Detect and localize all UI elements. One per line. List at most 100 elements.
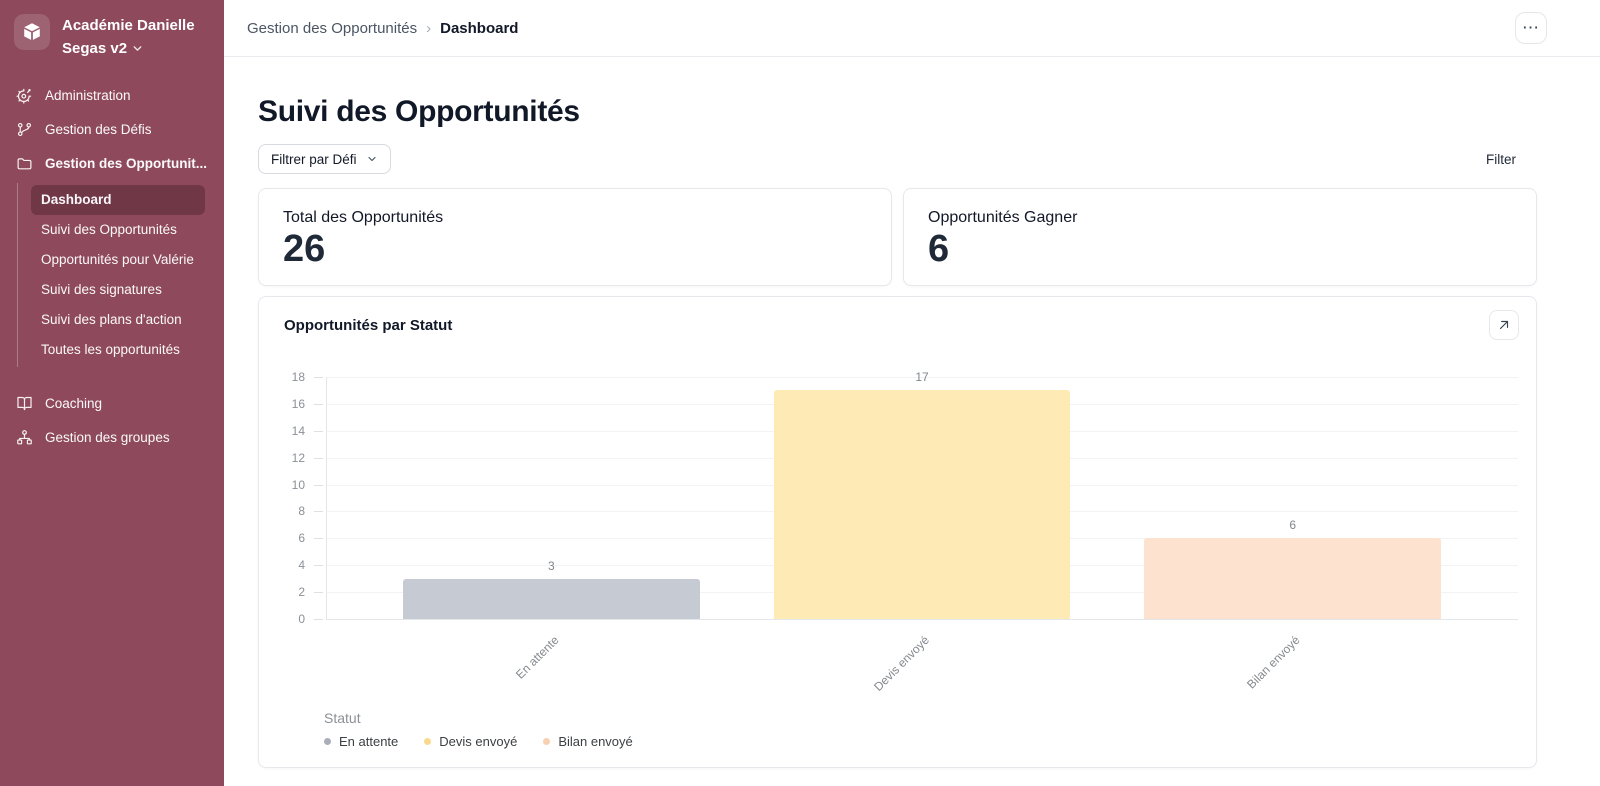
workspace-name-text: Académie Danielle Segas v2 [62,17,195,58]
workspace-name: Académie Danielle Segas v2 [62,14,208,61]
legend-item-label: Bilan envoyé [558,734,633,749]
y-axis-line [326,377,327,619]
sidebar-item-label: Gestion des groupes [45,430,170,445]
sidebar-nav: Administration Gestion des Défis Gestion… [0,79,224,455]
chevron-down-icon [367,156,376,162]
sidebar-subitem-suivi-des-opportunites[interactable]: Suivi des Opportunités [41,221,177,237]
sidebar-subitem-opportunites-pour-valerie[interactable]: Opportunités pour Valérie [41,251,194,267]
app-logo [14,14,50,50]
x-axis-label: Bilan envoyé [1244,633,1303,692]
workspace-switcher[interactable]: Académie Danielle Segas v2 [0,0,224,71]
filter-by-defi-dropdown[interactable]: Filtrer par Défi [258,144,391,174]
bar-value-label: 3 [547,558,555,573]
y-axis-tick [314,565,323,567]
sidebar-item-gestion-des-opportunites[interactable]: Gestion des Opportunit... [0,147,224,181]
sidebar-subitem-suivi-des-signatures[interactable]: Suivi des signatures [41,281,162,297]
sidebar-item-label: Gestion des Défis [45,122,152,137]
sidebar-subitem-suivi-des-plans-daction[interactable]: Suivi des plans d'action [41,311,182,327]
sidebar-item-label: Administration [45,88,131,103]
y-axis-label: 0 [298,612,305,626]
sidebar-item-gestion-des-defis[interactable]: Gestion des Défis [0,113,224,147]
bar-value-label: 6 [1289,518,1296,533]
legend-item-label: Devis envoyé [439,734,518,749]
chart-title: Opportunités par Statut [284,316,453,334]
y-axis-tick [314,377,323,378]
chart-header: Opportunités par Statut [259,297,1536,353]
y-axis-tick [314,430,323,432]
bar-value-label: 17 [915,370,929,385]
chart-legend-items: En attente Devis envoyé Bilan envoyé [324,734,1536,749]
legend-dot-icon [424,738,432,745]
y-axis-tick [314,403,323,405]
bar-En attente[interactable] [403,578,700,619]
box-icon [24,23,40,40]
sidebar-subitem-dashboard[interactable]: Dashboard [31,184,205,215]
legend-item-label: En attente [339,734,399,749]
legend-dot-icon [324,738,331,745]
y-axis-label: 4 [298,558,305,573]
main-area: Gestion des Opportunités › Dashboard ⋯ S… [224,0,1600,786]
breadcrumb: Gestion des Opportunités › Dashboard [247,20,518,37]
y-axis-tick [314,619,323,620]
bar-Devis envoyé[interactable] [773,390,1071,619]
branch-icon [16,121,33,138]
page-content: Suivi des Opportunités Filtrer par Défi … [224,57,1600,768]
sidebar-item-label: Gestion des Opportunit... [45,156,207,171]
y-axis-tick [314,457,323,459]
stat-value: 6 [928,228,950,270]
topbar: Gestion des Opportunités › Dashboard ⋯ [224,0,1600,57]
breadcrumb-separator-icon: › [426,19,432,37]
sidebar-item-gestion-des-groupes[interactable]: Gestion des groupes [0,421,224,455]
sidebar-item-label: Coaching [45,396,103,411]
filter-label: Filter [1486,151,1516,167]
bar-Bilan envoyé[interactable] [1144,538,1441,619]
book-icon [16,395,33,412]
y-axis-label: 14 [291,423,305,438]
chevron-down-icon [133,46,142,52]
x-axis-label: Devis envoyé [871,633,932,694]
arrow-up-right-icon [1499,320,1509,330]
sidebar: Académie Danielle Segas v2 Administratio… [0,0,224,786]
stat-label: Total des Opportunités [283,209,444,226]
legend-item-En attente[interactable]: En attente [324,734,398,749]
filter-row: Filtrer par Défi Filter [258,144,1537,174]
breadcrumb-gestion-des-opportunites[interactable]: Gestion des Opportunités [247,19,418,37]
expand-chart-button[interactable] [1489,310,1519,340]
stat-value: 26 [283,228,326,270]
chart-legend: Statut En attente Devis envoyé Bilan envoy… [259,710,1536,749]
y-axis-label: 2 [298,585,305,600]
y-axis-label: 16 [291,396,305,411]
chart-canvas: 18 16 14 12 10 8 6 4 2 0 3 En attente 17 Devis envoyé… [259,353,1536,704]
sidebar-item-coaching[interactable]: Coaching [0,387,224,421]
stat-card-opportunites-gagner: Opportunités Gagner 6 [903,188,1537,286]
y-axis-label: 6 [298,531,305,546]
filter-by-defi-label: Filtrer par Défi [271,151,357,167]
chart-card: Opportunités par Statut 18 16 14 12 10 8 6 4 2 0 3… [258,296,1537,768]
breadcrumb-dashboard: Dashboard [440,19,519,37]
y-axis-tick [314,484,323,486]
gear-icon [16,87,33,104]
more-options-button[interactable]: ⋯ [1515,12,1547,44]
gridline [326,619,1518,620]
sidebar-item-administration[interactable]: Administration [0,79,224,113]
legend-item-Devis envoyé[interactable]: Devis envoyé [424,734,517,749]
stat-label: Opportunités Gagner [928,209,1078,226]
legend-dot-icon [543,738,551,745]
y-axis-label: 12 [291,450,305,465]
y-axis-label: 10 [291,477,305,492]
sidebar-subnav: Dashboard Suivi des Opportunités Opportu… [17,182,224,367]
chart-legend-title: Statut [324,710,361,726]
folder-icon [16,155,33,172]
org-icon [16,429,33,446]
sidebar-subitem-toutes-les-opportunites[interactable]: Toutes les opportunités [41,341,180,357]
y-axis-tick [314,592,323,594]
x-axis-label: En attente [512,633,562,682]
legend-item-Bilan envoyé[interactable]: Bilan envoyé [543,734,633,749]
y-axis-tick [314,511,323,513]
y-axis-label: 18 [291,370,305,384]
y-axis-label: 8 [298,504,305,519]
stats-row: Total des Opportunités 26 Opportunités G… [258,188,1537,286]
stat-card-total-opportunites: Total des Opportunités 26 [258,188,892,286]
gridline [326,377,1518,378]
